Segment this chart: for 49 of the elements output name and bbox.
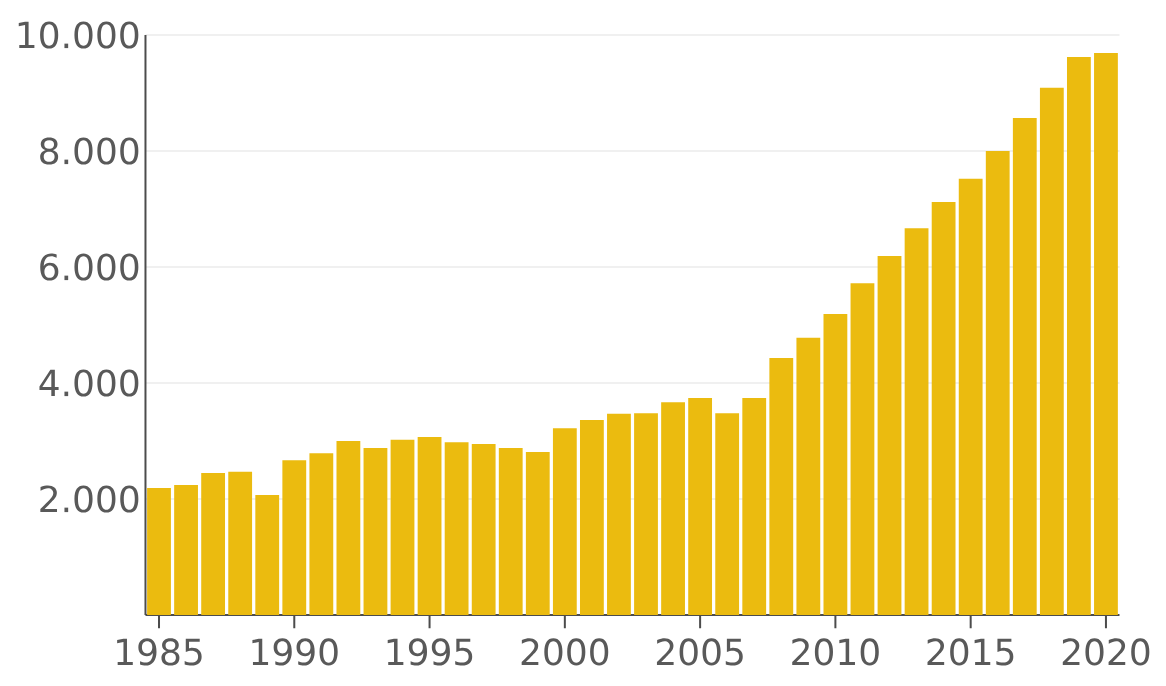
bar (607, 413, 631, 615)
bar (363, 447, 388, 615)
bar (823, 313, 848, 615)
bar (1012, 117, 1037, 615)
bar (661, 402, 685, 615)
bar (1039, 87, 1064, 615)
bar (525, 452, 550, 615)
bar (282, 460, 307, 615)
bar (796, 337, 821, 615)
x-tick-label: 2010 (792, 638, 879, 666)
bar (1094, 52, 1118, 615)
bar (309, 453, 334, 615)
bar (444, 442, 469, 615)
bar (336, 441, 361, 615)
bar (552, 428, 577, 615)
x-tick-label: 1990 (252, 638, 338, 666)
bar (1066, 57, 1091, 615)
x-tick-label: 2000 (521, 638, 609, 666)
bar (985, 151, 1010, 615)
bar (201, 472, 226, 615)
bar (688, 398, 713, 615)
bar (715, 413, 740, 615)
bar (498, 447, 523, 615)
bar (174, 485, 198, 615)
y-tick-label: 6.000 (40, 253, 139, 281)
bar (417, 436, 442, 615)
bar (904, 228, 929, 615)
bar (877, 255, 902, 615)
x-tick-label: 2015 (927, 638, 1014, 666)
y-tick-label: 10.000 (18, 21, 139, 49)
y-tick-label: 8.000 (40, 137, 139, 165)
bar (850, 283, 875, 615)
bar (931, 202, 956, 615)
x-tick-label: 2020 (1062, 638, 1150, 666)
bar (958, 178, 983, 615)
bar (769, 358, 794, 615)
bar (390, 439, 415, 615)
bar (634, 413, 658, 615)
bar (147, 487, 171, 615)
y-tick-label: 2.000 (40, 485, 139, 513)
x-tick-label: 1995 (387, 638, 473, 666)
bar (742, 398, 767, 615)
bar (255, 494, 280, 615)
bar (471, 443, 496, 615)
x-tick-label: 2005 (656, 638, 743, 666)
x-tick-label: 1985 (117, 638, 202, 666)
bar (579, 420, 604, 615)
y-tick-label: 4.000 (39, 369, 139, 397)
bar (228, 471, 253, 615)
